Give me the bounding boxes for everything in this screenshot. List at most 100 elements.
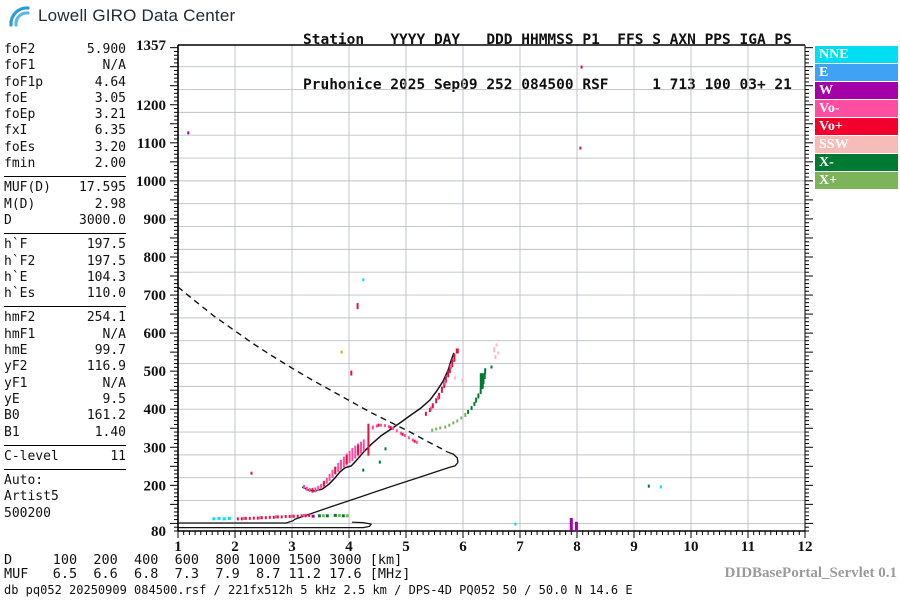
legend-item-w: W (815, 82, 898, 99)
param-value: N/A (102, 58, 126, 74)
trace-curves (177, 286, 459, 529)
param-row: 500200 (4, 506, 126, 522)
param-row: hmE 99.7 (4, 343, 126, 359)
param-row: h`Es 110.0 (4, 286, 126, 302)
muf-table-muf-row: MUF 6.5 6.6 6.8 7.3 7.9 8.7 11.2 17.6 [M… (4, 566, 411, 582)
muf-table-distance-row: D 100 200 400 600 800 1000 1500 3000 [km… (4, 552, 403, 568)
y-gridlines (178, 66, 805, 524)
param-row: D 3000.0 (4, 213, 126, 229)
y-axis-label: 800 (144, 250, 167, 266)
param-label: yF2 (4, 359, 28, 375)
legend-item-x: X- (815, 154, 898, 171)
param-value: N/A (102, 326, 126, 342)
x-axis-label: 5 (402, 539, 410, 555)
param-value: 197.5 (86, 237, 126, 253)
station-header: Station YYYY DAY DDD HHMMSS P1 FFS S AXN… (303, 3, 792, 108)
y-axis-label: 200 (144, 478, 167, 494)
es-trace-xminus (317, 513, 345, 518)
param-row: C-level 11 (4, 449, 126, 465)
f-hump-voplus (377, 423, 416, 443)
param-label: yF1 (4, 375, 28, 391)
param-label: yE (4, 391, 20, 407)
param-label: D (4, 212, 12, 228)
x-axis-label: 1 (174, 539, 182, 555)
echo-legend: NNE E W Vo- Vo+ SSW X- X+ (815, 46, 898, 190)
param-label: Auto: (4, 473, 44, 489)
x-axis-label: 3 (288, 539, 296, 555)
param-value: 17.595 (79, 180, 126, 196)
x-axis-label: 7 (516, 539, 524, 555)
param-label: hmF1 (4, 326, 36, 342)
param-row: hmF2 254.1 (4, 310, 126, 326)
param-value: 99.7 (94, 343, 126, 359)
es-trace-nne (212, 516, 231, 521)
param-label: foF1p (4, 74, 44, 90)
es-trace-vominus (243, 513, 305, 520)
param-value: 197.5 (86, 253, 126, 269)
o-trace-fit (301, 352, 455, 492)
x-trace-streak (479, 373, 484, 389)
param-row: Artist5 (4, 489, 126, 505)
param-label: foF2 (4, 42, 36, 57)
legend-label: X- (819, 155, 834, 170)
f-band-voplus (311, 423, 370, 493)
param-value: 104.3 (86, 269, 126, 285)
y-axis-label: 1357 (136, 38, 167, 54)
param-value: 2.98 (94, 196, 126, 212)
servlet-version-label: DIDBasePortal_Servlet 0.1 (724, 565, 897, 581)
param-value: 3.05 (94, 90, 126, 106)
e-region-line-b (178, 521, 372, 529)
param-row: foE 3.05 (4, 91, 126, 107)
param-row: Auto: (4, 473, 126, 489)
y-axis-label: 80 (151, 524, 166, 540)
param-row: foEp 3.21 (4, 107, 126, 123)
echo-series (187, 65, 662, 532)
param-value: 161.2 (86, 408, 126, 424)
giro-wave-icon (9, 6, 30, 27)
foF2-cap (455, 348, 459, 354)
param-value: 9.5 (102, 391, 126, 407)
param-row: h`E 104.3 (4, 270, 126, 286)
y-axis-label: 1200 (136, 98, 166, 114)
param-label: 500200 (4, 505, 51, 521)
station-header-line1: Station YYYY DAY DDD HHMMSS P1 FFS S AXN… (303, 32, 792, 48)
w-specks (187, 131, 190, 135)
plot-frame (177, 44, 806, 532)
x-axis-label: 6 (459, 539, 467, 555)
param-value: N/A (102, 375, 126, 391)
param-label: h`Es (4, 286, 36, 302)
x-axis-label: 2 (231, 539, 239, 555)
param-value: 3.20 (94, 139, 126, 155)
y-axis-label: 1000 (136, 174, 166, 190)
param-value: 3.21 (94, 107, 126, 123)
e-region-line-a (178, 518, 296, 524)
x-trace-xplus (431, 412, 467, 432)
lowell-giro-logo: Lowell GIRO Data Center (7, 4, 235, 28)
legend-label: Vo+ (819, 119, 843, 134)
param-value: 116.9 (86, 359, 126, 375)
legend-item-e: E (815, 64, 898, 81)
y-axis-label: 700 (144, 288, 167, 304)
param-separator (4, 444, 126, 446)
param-label: foE (4, 90, 28, 106)
ssw-specks (454, 343, 500, 382)
x-trace-xminus (467, 365, 493, 414)
param-label: foEs (4, 139, 36, 155)
profile-dashed (177, 286, 448, 453)
param-label: B0 (4, 408, 20, 424)
param-row: hmF1 N/A (4, 327, 126, 343)
param-row: foEs 3.20 (4, 140, 126, 156)
param-label: MUF(D) (4, 180, 51, 196)
legend-item-vo: Vo- (815, 100, 898, 117)
orange-speck (340, 350, 343, 354)
voplus-specks (250, 65, 583, 475)
param-label: fmin (4, 156, 36, 172)
param-separator (4, 469, 126, 471)
param-value: 2.00 (94, 156, 126, 172)
param-value: 5.900 (86, 42, 126, 57)
param-value: 4.64 (94, 74, 126, 90)
param-row: yF2 116.9 (4, 359, 126, 375)
param-label: C-level (4, 448, 59, 464)
